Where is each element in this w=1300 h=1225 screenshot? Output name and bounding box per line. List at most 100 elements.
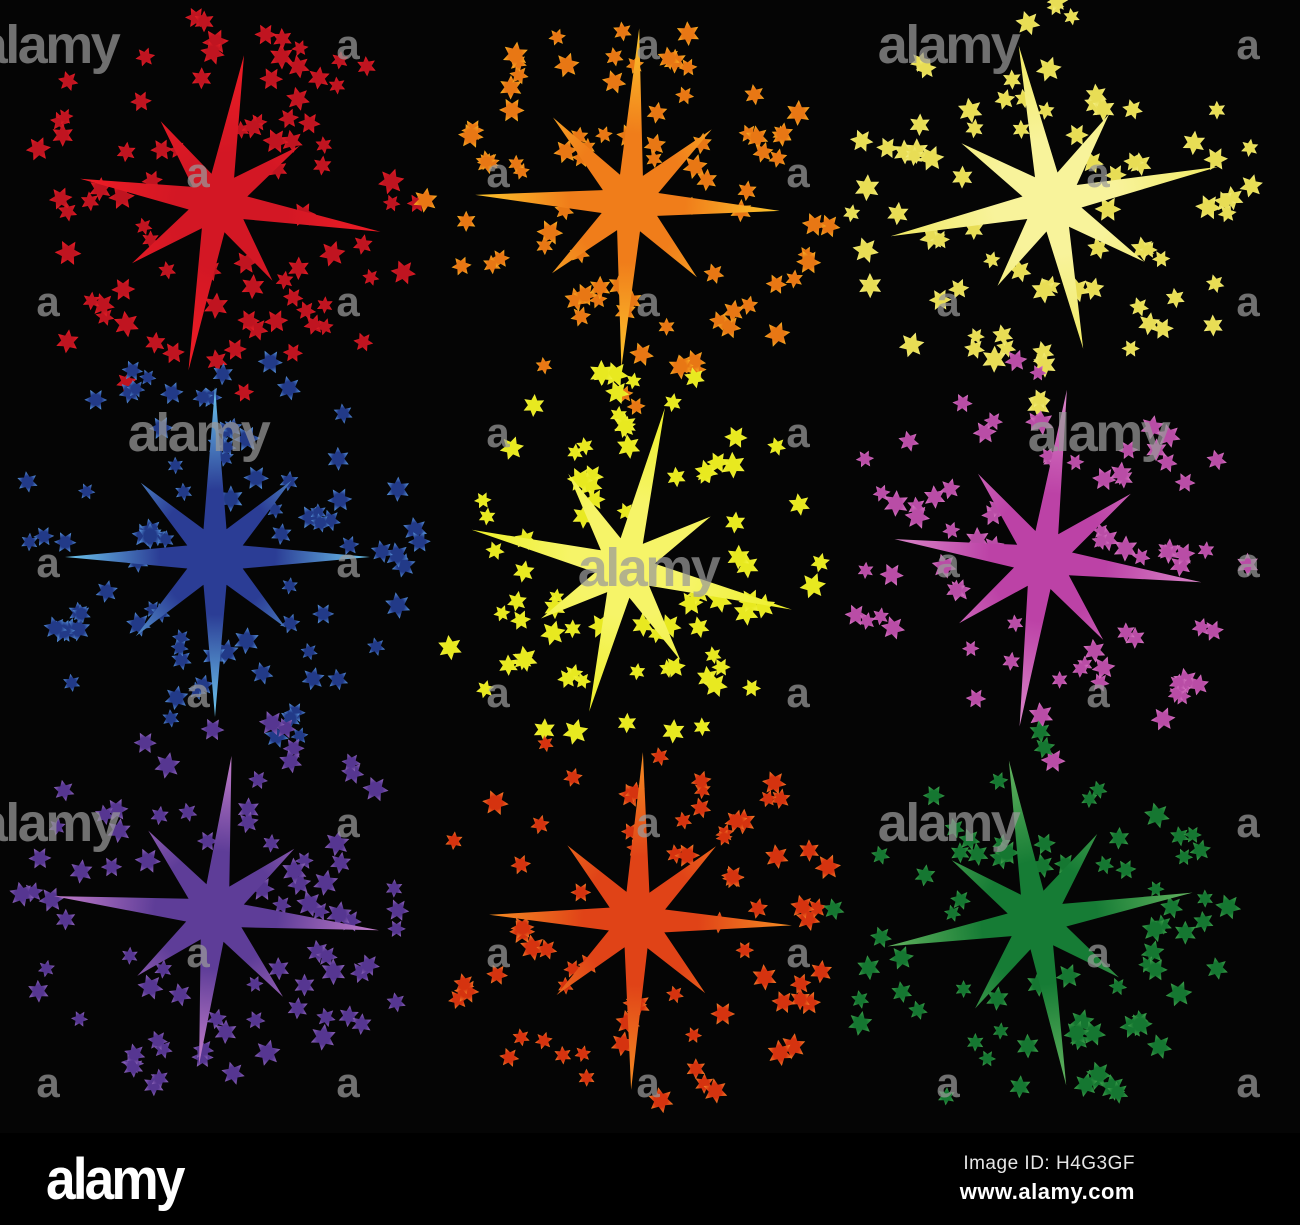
small-star — [944, 818, 965, 839]
small-star — [746, 125, 769, 149]
small-star — [715, 829, 733, 846]
small-star — [171, 649, 192, 671]
small-star — [578, 1068, 595, 1087]
small-star — [262, 834, 280, 853]
small-star — [859, 273, 882, 299]
small-star — [983, 412, 1003, 430]
small-star — [301, 667, 325, 691]
small-star — [1160, 895, 1183, 919]
small-star — [149, 526, 167, 547]
small-star — [270, 43, 293, 70]
watermark-a: a — [36, 1059, 60, 1106]
small-star — [1065, 124, 1089, 146]
small-star — [1183, 826, 1202, 843]
small-star — [747, 898, 768, 919]
small-star — [281, 577, 298, 595]
small-star — [137, 974, 164, 1000]
small-star — [438, 635, 462, 661]
small-star — [200, 40, 225, 65]
small-star — [1108, 978, 1128, 996]
watermark-a: a — [36, 278, 60, 325]
small-star — [1167, 685, 1185, 703]
small-star — [1121, 340, 1140, 357]
small-star — [279, 471, 299, 492]
small-star — [135, 217, 153, 235]
small-star — [752, 964, 777, 991]
starburst-core — [489, 752, 792, 1090]
small-star — [262, 129, 289, 153]
small-star — [283, 703, 306, 723]
small-star — [1055, 964, 1081, 988]
small-star — [688, 616, 710, 638]
small-star — [724, 426, 748, 448]
small-star — [648, 1087, 674, 1114]
small-star — [1085, 83, 1107, 107]
small-star — [476, 680, 495, 699]
starburst-core — [53, 755, 380, 1065]
small-star — [662, 719, 685, 744]
small-star — [275, 270, 294, 290]
small-star — [78, 483, 96, 500]
small-star — [25, 137, 51, 161]
small-star — [308, 66, 330, 90]
small-star — [278, 108, 299, 129]
watermark-a: a — [786, 929, 810, 976]
small-star — [150, 139, 173, 160]
small-star — [871, 845, 890, 865]
small-star — [135, 47, 156, 67]
small-star — [95, 307, 115, 326]
small-star — [54, 532, 77, 553]
small-star — [72, 604, 91, 624]
small-star — [1197, 889, 1213, 908]
small-star — [1080, 1021, 1106, 1046]
small-star — [1237, 552, 1259, 577]
small-star — [658, 317, 675, 336]
small-star — [296, 301, 317, 320]
watermark-a: a — [936, 1059, 960, 1106]
small-star — [509, 65, 529, 85]
small-star — [1032, 341, 1055, 364]
small-star — [1123, 152, 1145, 172]
small-star — [448, 989, 469, 1009]
small-star — [891, 981, 912, 1003]
small-star — [693, 717, 711, 737]
small-star — [234, 383, 255, 402]
small-star — [668, 354, 692, 380]
small-star — [513, 560, 535, 583]
watermark-a: a — [186, 669, 210, 716]
small-star — [951, 842, 970, 864]
watermark-a: a — [186, 149, 210, 196]
small-star — [1193, 911, 1214, 933]
small-star — [1217, 204, 1237, 223]
small-star — [1031, 277, 1056, 304]
small-star — [351, 1013, 372, 1035]
small-star — [339, 536, 360, 555]
small-star — [872, 607, 889, 626]
small-star — [385, 592, 411, 619]
small-star — [223, 339, 247, 360]
small-star — [1122, 99, 1143, 120]
small-star — [1063, 1020, 1090, 1046]
small-star — [56, 329, 79, 354]
small-star — [540, 620, 566, 646]
small-star — [1117, 622, 1135, 643]
small-star — [720, 451, 745, 479]
small-star — [922, 786, 945, 806]
small-star — [684, 360, 707, 380]
small-star — [814, 854, 841, 879]
watermark-alamy-logo: alamy — [878, 15, 1021, 75]
small-star — [572, 283, 597, 306]
small-star — [222, 417, 243, 438]
small-star — [482, 790, 509, 815]
small-star — [503, 41, 528, 69]
small-star — [768, 148, 788, 168]
small-star — [277, 376, 301, 401]
small-star — [154, 959, 172, 979]
small-star — [554, 1045, 572, 1065]
footer-credits: Image ID: H4G3GF www.alamy.com — [960, 1153, 1135, 1205]
small-star — [164, 685, 189, 710]
small-star — [536, 220, 564, 245]
small-star — [1051, 671, 1068, 689]
small-star — [259, 68, 284, 90]
small-star — [1239, 174, 1263, 198]
